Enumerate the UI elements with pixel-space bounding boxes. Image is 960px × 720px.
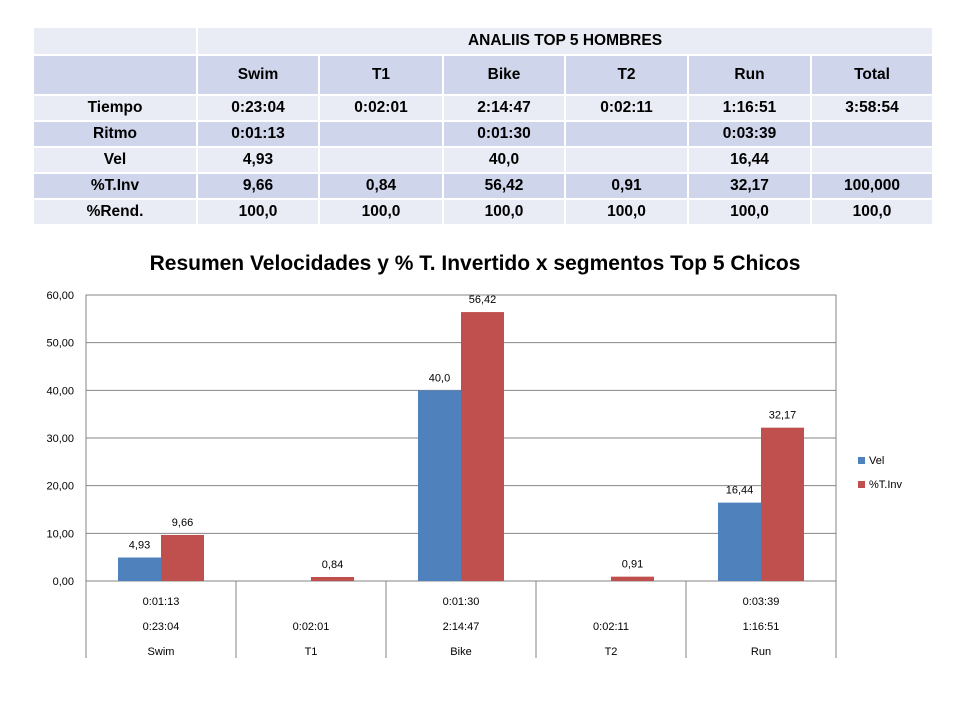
table-cell: 1:16:51 xyxy=(689,96,812,122)
y-tick-label: 50,00 xyxy=(46,338,74,350)
bar-vel xyxy=(718,502,761,581)
table-header-cell: Run xyxy=(689,56,812,96)
y-tick-label: 60,00 xyxy=(46,290,74,302)
table-cell xyxy=(320,122,444,148)
category-label: Swim xyxy=(148,646,175,658)
table-cell: 40,0 xyxy=(444,148,566,174)
table-cell: 0:01:30 xyxy=(444,122,566,148)
table-cell: 9,66 xyxy=(198,174,320,200)
category-sublabel: 0:02:11 xyxy=(593,621,629,633)
category-sublabel: 1:16:51 xyxy=(743,621,780,633)
category-sublabel: 0:02:01 xyxy=(293,621,330,633)
data-label: 0,84 xyxy=(322,559,343,571)
table-row: Ritmo 0:01:13 0:01:30 0:03:39 xyxy=(34,122,935,148)
data-label: 56,42 xyxy=(469,294,497,306)
legend-swatch xyxy=(858,481,865,488)
table-cell: 0:03:39 xyxy=(689,122,812,148)
table-cell: 56,42 xyxy=(444,174,566,200)
bar-vel xyxy=(118,557,161,581)
table-row: %Rend. 100,0 100,0 100,0 100,0 100,0 100… xyxy=(34,200,935,224)
table-header-cell: T1 xyxy=(320,56,444,96)
table-title: ANALIIS TOP 5 HOMBRES xyxy=(198,28,935,56)
bar-tinv xyxy=(161,534,204,581)
data-label: 16,44 xyxy=(726,485,754,497)
table-row: Tiempo 0:23:04 0:02:01 2:14:47 0:02:11 1… xyxy=(34,96,935,122)
y-tick-label: 10,00 xyxy=(46,528,74,540)
table-header-row: Swim T1 Bike T2 Run Total xyxy=(34,56,935,96)
table-cell xyxy=(812,122,935,148)
category-label: T1 xyxy=(305,646,318,658)
y-tick-label: 20,00 xyxy=(46,481,74,493)
summary-table: ANALIIS TOP 5 HOMBRES Swim T1 Bike T2 Ru… xyxy=(34,28,935,224)
table-cell: 4,93 xyxy=(198,148,320,174)
table-cell: 0:02:11 xyxy=(566,96,689,122)
bar-vel xyxy=(418,390,461,581)
table-cell: 0:01:13 xyxy=(198,122,320,148)
data-label: 40,0 xyxy=(429,372,450,384)
bar-tinv xyxy=(311,576,354,581)
data-label: 9,66 xyxy=(172,517,193,529)
table-cell: 0,91 xyxy=(566,174,689,200)
category-sublabel: 2:14:47 xyxy=(443,621,480,633)
row-label: Vel xyxy=(34,148,198,174)
table-header-cell: Total xyxy=(812,56,935,96)
table-cell: 0:23:04 xyxy=(198,96,320,122)
table-cell: 0:02:01 xyxy=(320,96,444,122)
category-sublabel: 0:01:13 xyxy=(143,596,180,608)
table-row: Vel 4,93 40,0 16,44 xyxy=(34,148,935,174)
table-cell: 100,0 xyxy=(566,200,689,224)
legend-label: Vel xyxy=(869,455,884,467)
category-sublabel: 0:01:30 xyxy=(443,596,480,608)
table-cell: 2:14:47 xyxy=(444,96,566,122)
table-title-row: ANALIIS TOP 5 HOMBRES xyxy=(34,28,935,56)
row-label: Tiempo xyxy=(34,96,198,122)
table-header-cell: T2 xyxy=(566,56,689,96)
bar-tinv xyxy=(611,576,654,581)
table-cell: 100,0 xyxy=(689,200,812,224)
legend-label: %T.Inv xyxy=(869,479,903,491)
bar-tinv xyxy=(761,427,804,581)
table-cell xyxy=(566,122,689,148)
row-label: %T.Inv xyxy=(34,174,198,200)
row-label: %Rend. xyxy=(34,200,198,224)
bar-tinv xyxy=(461,312,504,581)
table-header-cell: Bike xyxy=(444,56,566,96)
table-cell: 100,0 xyxy=(444,200,566,224)
table-row: %T.Inv 9,66 0,84 56,42 0,91 32,17 100,00… xyxy=(34,174,935,200)
table-header-blank xyxy=(34,56,198,96)
table-cell: 100,0 xyxy=(812,200,935,224)
chart-title: Resumen Velocidades y % T. Invertido x s… xyxy=(149,252,801,275)
y-tick-label: 30,00 xyxy=(46,433,74,445)
legend-swatch xyxy=(858,457,865,464)
table-cell: 100,0 xyxy=(320,200,444,224)
category-label: Run xyxy=(751,646,771,658)
table-cell xyxy=(812,148,935,174)
table-cell: 32,17 xyxy=(689,174,812,200)
data-label: 4,93 xyxy=(129,540,150,552)
category-label: T2 xyxy=(605,646,618,658)
category-sublabel: 0:23:04 xyxy=(143,621,180,633)
table-cell: 0,84 xyxy=(320,174,444,200)
table-header-cell: Swim xyxy=(198,56,320,96)
table-corner-cell xyxy=(34,28,198,56)
y-tick-label: 40,00 xyxy=(46,385,74,397)
table-cell xyxy=(566,148,689,174)
category-label: Bike xyxy=(450,646,471,658)
category-sublabel: 0:03:39 xyxy=(743,596,780,608)
data-label: 0,91 xyxy=(622,559,643,571)
table-cell: 16,44 xyxy=(689,148,812,174)
table-cell: 100,0 xyxy=(198,200,320,224)
table-cell: 3:58:54 xyxy=(812,96,935,122)
table-cell xyxy=(320,148,444,174)
data-label: 32,17 xyxy=(769,410,797,422)
row-label: Ritmo xyxy=(34,122,198,148)
y-tick-label: 0,00 xyxy=(53,576,74,588)
table-cell: 100,000 xyxy=(812,174,935,200)
